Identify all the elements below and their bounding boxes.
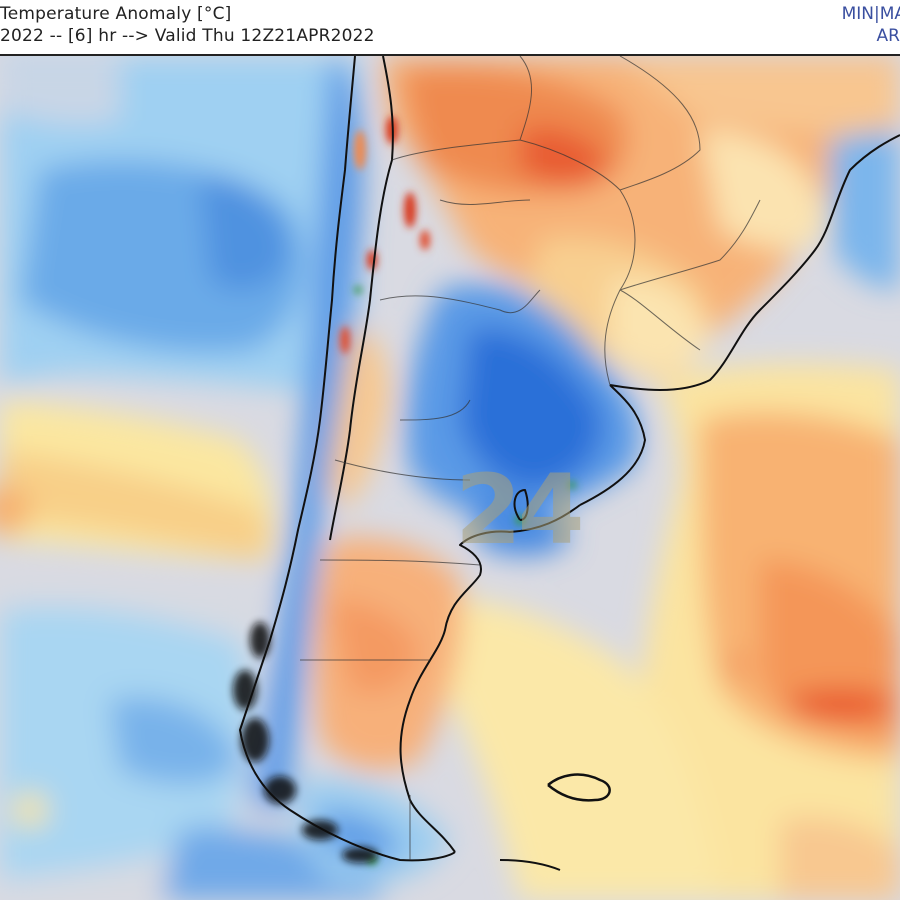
brand-logo-line1: MIN|MA xyxy=(841,4,900,24)
political-borders xyxy=(300,56,761,860)
map-title: Temperature Anomaly [°C] xyxy=(0,4,232,24)
map-subtitle: 2022 -- [6] hr --> Valid Thu 12Z21APR202… xyxy=(0,26,375,46)
temperature-anomaly-map: 24 xyxy=(0,56,900,900)
brand-logo-line2: AR xyxy=(876,26,900,46)
anomaly-fields xyxy=(0,56,900,900)
map-header: Temperature Anomaly [°C] 2022 -- [6] hr … xyxy=(0,0,900,56)
watermark-logo: 24 xyxy=(455,454,585,566)
archipelago xyxy=(233,622,378,863)
